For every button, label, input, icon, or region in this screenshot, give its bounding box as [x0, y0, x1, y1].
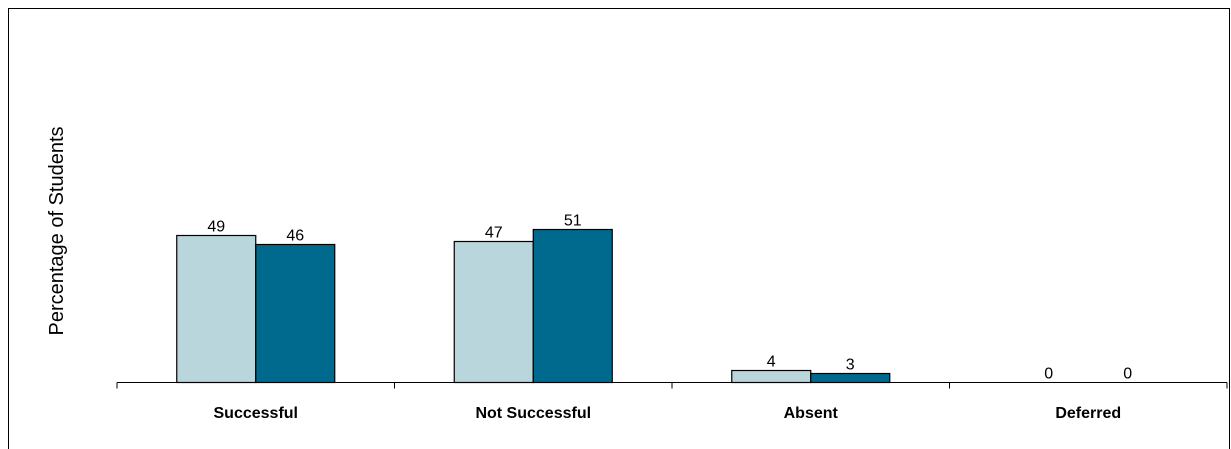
category-labels-layer: Successful Not Successful Absent Deferred: [214, 405, 1122, 422]
category-label-absent: Absent: [784, 405, 839, 422]
data-labels-layer: 49 46 47 51 4 3 0 0: [207, 213, 1132, 383]
data-label: 47: [485, 225, 503, 242]
category-label-deferred: Deferred: [1055, 405, 1121, 422]
data-label: 4: [767, 354, 776, 371]
chart-frame: [8, 8, 1230, 449]
data-label: 3: [846, 357, 855, 374]
bar-successful-series-2: [255, 243, 336, 384]
bar-not-successful-series-2: [532, 228, 613, 384]
bar-not-successful-series-1: [453, 240, 534, 384]
bar-absent-series-2: [810, 372, 891, 384]
x-axis-ticks: [116, 382, 1228, 389]
data-label: 51: [564, 213, 582, 230]
data-label: 0: [1123, 366, 1132, 383]
category-label-successful: Successful: [214, 405, 298, 422]
bars-layer: [176, 228, 891, 384]
data-label: 49: [207, 219, 225, 236]
category-label-not-successful: Not Successful: [475, 405, 591, 422]
bar-successful-series-1: [176, 234, 257, 384]
data-label: 46: [286, 228, 304, 245]
data-label: 0: [1044, 366, 1053, 383]
y-axis-title: Percentage of Students: [46, 126, 68, 335]
bar-absent-series-1: [731, 369, 812, 384]
